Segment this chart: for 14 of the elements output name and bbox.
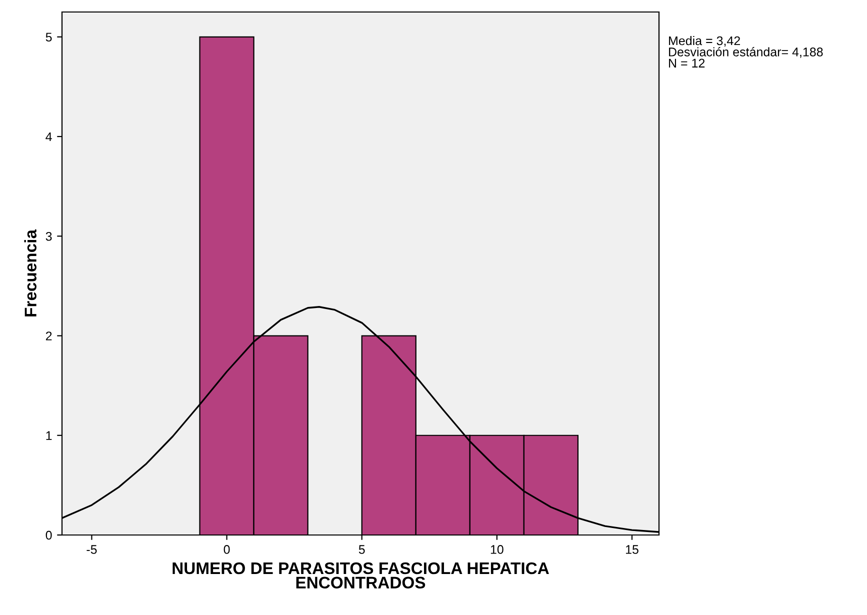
x-axis-title: NUMERO DE PARASITOS FASCIOLA HEPATICA ENCONTRADOS xyxy=(172,562,549,588)
y-tick-label: 3 xyxy=(46,232,52,241)
y-axis-title: Frecuencia xyxy=(24,229,36,316)
text: Media = 3,42 Desviación estándar= 4,188 N = 12 xyxy=(669,36,823,68)
x-tick-label: 5 xyxy=(358,545,365,554)
y-tick-label: 4 xyxy=(46,132,52,142)
y-tick-label: 1 xyxy=(46,431,52,440)
x-tick-label: 10 xyxy=(490,545,504,554)
y-tick-label: 0 xyxy=(46,530,52,540)
x-tick-label: 15 xyxy=(626,545,638,554)
y-tick-label: 5 xyxy=(46,32,52,42)
x-tick-label: -5 xyxy=(86,545,97,554)
x-tick-label: 0 xyxy=(224,545,230,554)
y-tick-label: 2 xyxy=(46,332,52,340)
